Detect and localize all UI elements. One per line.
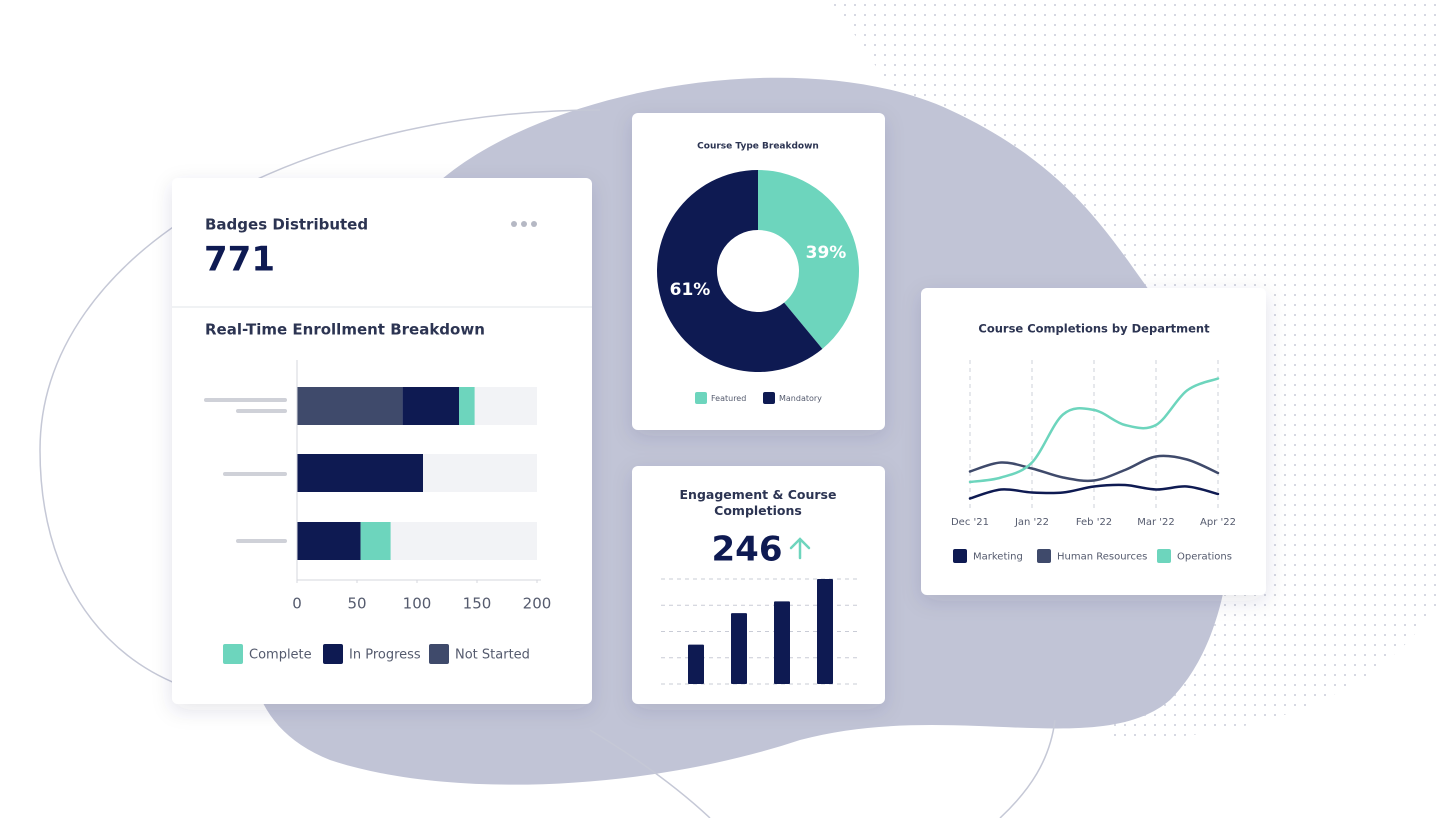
legend-swatch	[1037, 549, 1051, 563]
legend-swatch	[1157, 549, 1171, 563]
legend-label: Not Started	[455, 648, 530, 663]
bar-segment	[297, 454, 423, 492]
chart-title: Real-Time Enrollment Breakdown	[205, 321, 485, 339]
bar	[774, 601, 790, 684]
decor-curve	[39, 109, 601, 701]
legend-label: Operations	[1177, 552, 1232, 563]
kpi-label: Badges Distributed	[205, 216, 368, 234]
data-label: 61%	[670, 280, 711, 300]
legend-label: In Progress	[349, 648, 421, 663]
chart-title: Engagement & Course Completions	[679, 487, 837, 518]
x-tick-label: Feb '22	[1076, 517, 1112, 528]
up-arrow	[789, 537, 811, 560]
legend-swatch	[953, 549, 967, 563]
x-tick-label: 200	[523, 595, 552, 613]
bar-segment	[402, 387, 459, 425]
kpi-value: 246	[712, 530, 783, 570]
x-tick-label: 0	[292, 595, 302, 613]
x-tick-label: Jan '22	[1014, 517, 1049, 528]
label-placeholder	[204, 398, 287, 543]
kpi-value: 771	[204, 240, 275, 280]
legend-label: Human Resources	[1057, 552, 1147, 563]
pie-slice	[657, 170, 823, 372]
bar-segment	[360, 522, 391, 560]
more-menu[interactable]	[511, 221, 537, 227]
chart-title: Course Completions by Department	[978, 322, 1210, 336]
bar	[731, 613, 747, 684]
x-tick-label: 150	[463, 595, 492, 613]
chart-title: Course Type Breakdown	[697, 142, 819, 152]
legend-label: Mandatory	[779, 394, 822, 403]
card	[172, 178, 592, 704]
decor-curve	[589, 729, 711, 818]
line-series	[968, 377, 1220, 484]
legend-swatch	[429, 644, 449, 664]
legend-swatch	[323, 644, 343, 664]
x-tick-label: 100	[403, 595, 432, 613]
x-tick-label: Apr '22	[1200, 517, 1236, 528]
x-tick-label: 50	[347, 595, 366, 613]
chart-title-box: Engagement & Course Completions	[679, 487, 837, 518]
legend-swatch	[695, 392, 707, 404]
data-label: 39%	[806, 243, 847, 263]
bar	[688, 644, 704, 684]
bar-segment	[297, 522, 361, 560]
decor-curve	[999, 719, 1056, 818]
x-tick-label: Mar '22	[1137, 517, 1175, 528]
legend-swatch	[223, 644, 243, 664]
legend-label: Featured	[711, 394, 746, 403]
pie-slice	[758, 170, 859, 349]
bar	[817, 579, 833, 684]
legend-label: Marketing	[973, 552, 1023, 563]
bar-segment	[459, 387, 475, 425]
bar-segment	[297, 387, 403, 425]
legend-swatch	[763, 392, 775, 404]
legend-label: Complete	[249, 648, 312, 663]
line-series	[968, 454, 1220, 483]
x-tick-label: Dec '21	[951, 517, 989, 528]
line-series	[968, 483, 1220, 500]
